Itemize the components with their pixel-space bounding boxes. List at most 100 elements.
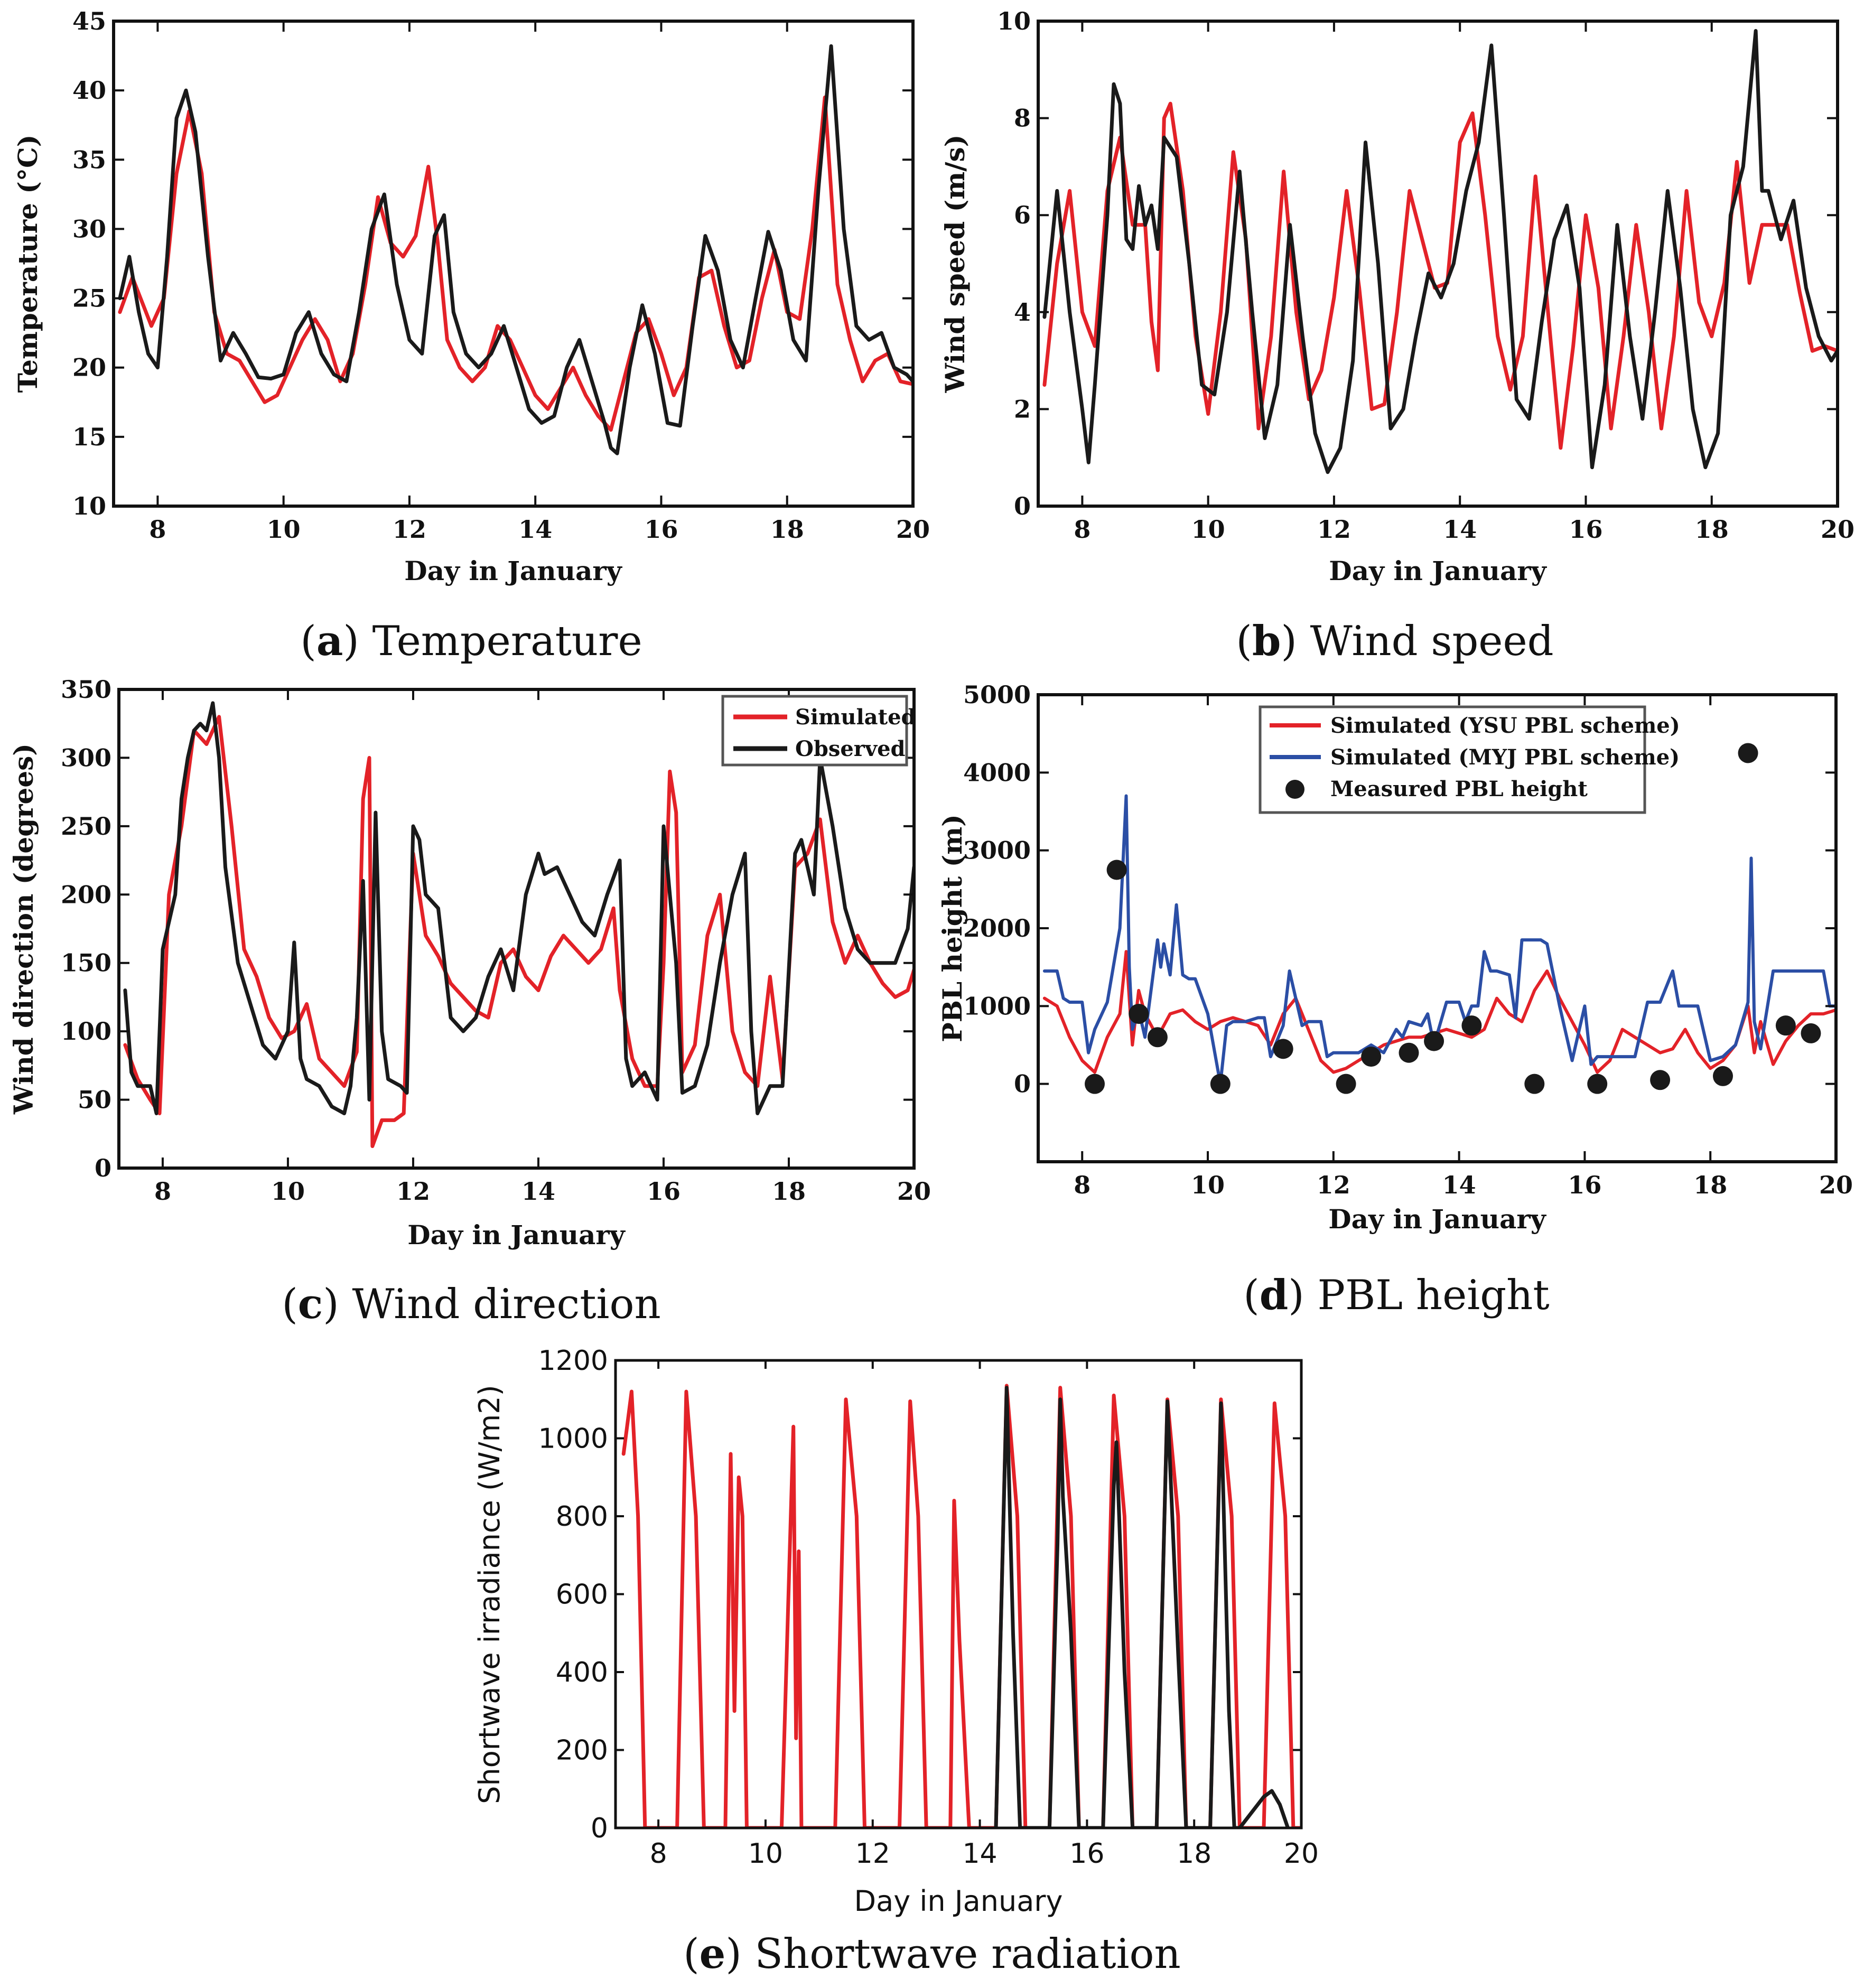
series-line-observed — [994, 1386, 1290, 1828]
x-tick-label: 16 — [1569, 515, 1602, 544]
panel-temperature: 8 10 12 14 16 18 20 10 15 20 25 30 35 40 45 Day in Jan… — [12, 7, 930, 665]
series-line-observed — [118, 44, 913, 455]
x-tick-label: 8 — [149, 515, 166, 544]
x-tick-label: 20 — [897, 1177, 931, 1206]
caption: (a) Temperature — [300, 617, 642, 665]
y-tick-label: 0 — [1014, 492, 1031, 520]
x-tick-label: 12 — [1317, 515, 1351, 544]
legend-ysu-label: Simulated (YSU PBL scheme) — [1330, 713, 1680, 738]
x-tick-label: 14 — [1442, 1171, 1476, 1199]
caption: (d) PBL height — [1243, 1271, 1549, 1319]
caption: (b) Wind speed — [1236, 617, 1553, 665]
x-tick-label: 18 — [1695, 515, 1729, 544]
y-tick-label: 30 — [72, 214, 106, 243]
x-tick-label: 18 — [1177, 1838, 1211, 1870]
x-axis-label: Day in January — [854, 1884, 1063, 1918]
x-axis-label: Day in January — [1329, 555, 1547, 586]
measured-point — [1399, 1042, 1419, 1063]
x-tick-label: 14 — [1443, 515, 1477, 544]
x-tick-label: 10 — [748, 1838, 783, 1870]
y-tick-label: 2 — [1014, 395, 1031, 423]
x-tick-label: 18 — [770, 515, 804, 544]
x-axis-label: Day in January — [1328, 1203, 1546, 1235]
series-line-observed — [1042, 29, 1838, 474]
y-axis-label: Temperature (°C) — [12, 135, 43, 393]
plot-frame — [117, 688, 916, 1170]
x-tick-label: 16 — [1568, 1171, 1601, 1199]
x-tick-label: 18 — [772, 1177, 806, 1206]
y-tick-label: 250 — [61, 812, 111, 841]
measured-point — [1210, 1074, 1231, 1094]
legend-observed-label: Observed — [795, 736, 906, 761]
measured-point — [1738, 743, 1758, 763]
plot-frame — [1037, 20, 1839, 508]
y-tick-label: 10 — [997, 7, 1031, 35]
x-axis-label: Day in January — [404, 555, 622, 586]
y-tick-label: 4 — [1014, 298, 1031, 326]
y-tick-label: 45 — [72, 7, 106, 35]
y-tick-label: 10 — [72, 492, 106, 520]
measured-point — [1650, 1070, 1671, 1090]
x-tick-label: 8 — [1074, 515, 1091, 544]
x-tick-label: 12 — [396, 1177, 430, 1206]
measured-point — [1461, 1015, 1482, 1036]
y-tick-label: 2000 — [963, 914, 1031, 942]
x-tick-label: 20 — [1819, 1171, 1853, 1199]
x-tick-label: 20 — [1284, 1838, 1319, 1870]
measured-point — [1775, 1015, 1796, 1036]
measured-point — [1106, 860, 1127, 880]
caption: (e) Shortwave radiation — [683, 1930, 1181, 1978]
measured-point — [1801, 1023, 1821, 1043]
x-tick-label: 8 — [1074, 1171, 1091, 1199]
x-tick-label: 10 — [271, 1177, 305, 1206]
series-layer — [1042, 29, 1838, 474]
y-axis-label: PBL height (m) — [937, 814, 968, 1042]
y-tick-label: 5000 — [963, 680, 1031, 709]
series-line-simulated — [118, 95, 913, 432]
y-axis-label: Shortwave irradiance (W/m2) — [473, 1385, 506, 1804]
series-layer — [621, 1384, 1301, 1828]
y-tick-label: 300 — [61, 743, 111, 772]
y-axis-label: Wind speed (m/s) — [939, 135, 971, 394]
x-tick-label: 16 — [644, 515, 678, 544]
y-tick-label: 1200 — [538, 1345, 608, 1377]
y-tick-label: 15 — [72, 423, 106, 451]
x-tick-label: 16 — [647, 1177, 681, 1206]
measured-point — [1587, 1074, 1608, 1094]
y-tick-label: 4000 — [963, 758, 1031, 787]
series-line-simulated-myj-pbl-scheme — [1042, 794, 1836, 1086]
legend-measured-label: Measured PBL height — [1330, 777, 1588, 801]
legend-box — [721, 695, 908, 767]
y-tick-label: 200 — [61, 880, 111, 909]
y-tick-label: 200 — [556, 1735, 608, 1767]
series-layer — [118, 44, 913, 455]
legend-simulated-label: Simulated — [795, 705, 916, 730]
x-tick-label: 12 — [393, 515, 426, 544]
x-tick-label: 20 — [1821, 515, 1854, 544]
x-tick-label: 14 — [521, 1177, 555, 1206]
legend-box — [1259, 705, 1646, 814]
x-tick-label: 8 — [650, 1838, 667, 1870]
measured-point — [1712, 1066, 1733, 1086]
y-tick-label: 350 — [61, 675, 111, 704]
x-tick-label: 18 — [1693, 1171, 1727, 1199]
measured-point — [1147, 1027, 1168, 1048]
ticks-layer: 8 10 12 14 16 18 20 0 2 4 6 8 10 — [997, 7, 1854, 544]
y-tick-label: 25 — [72, 284, 106, 313]
legend-myj-label: Simulated (MYJ PBL scheme) — [1330, 745, 1680, 770]
panel-wind-speed: 8 10 12 14 16 18 20 0 2 4 6 8 10 Day in January Wind… — [939, 7, 1854, 665]
y-tick-label: 3000 — [963, 836, 1031, 865]
measured-point — [1129, 1004, 1149, 1024]
x-tick-label: 14 — [962, 1838, 997, 1870]
y-tick-label: 6 — [1014, 201, 1031, 229]
measured-point — [1336, 1074, 1356, 1094]
measured-point — [1085, 1074, 1105, 1094]
y-tick-label: 1000 — [963, 992, 1031, 1020]
y-tick-label: 0 — [95, 1154, 111, 1182]
y-tick-label: 800 — [556, 1501, 608, 1533]
series-line-simulated — [621, 1384, 1301, 1828]
x-tick-label: 20 — [896, 515, 930, 544]
